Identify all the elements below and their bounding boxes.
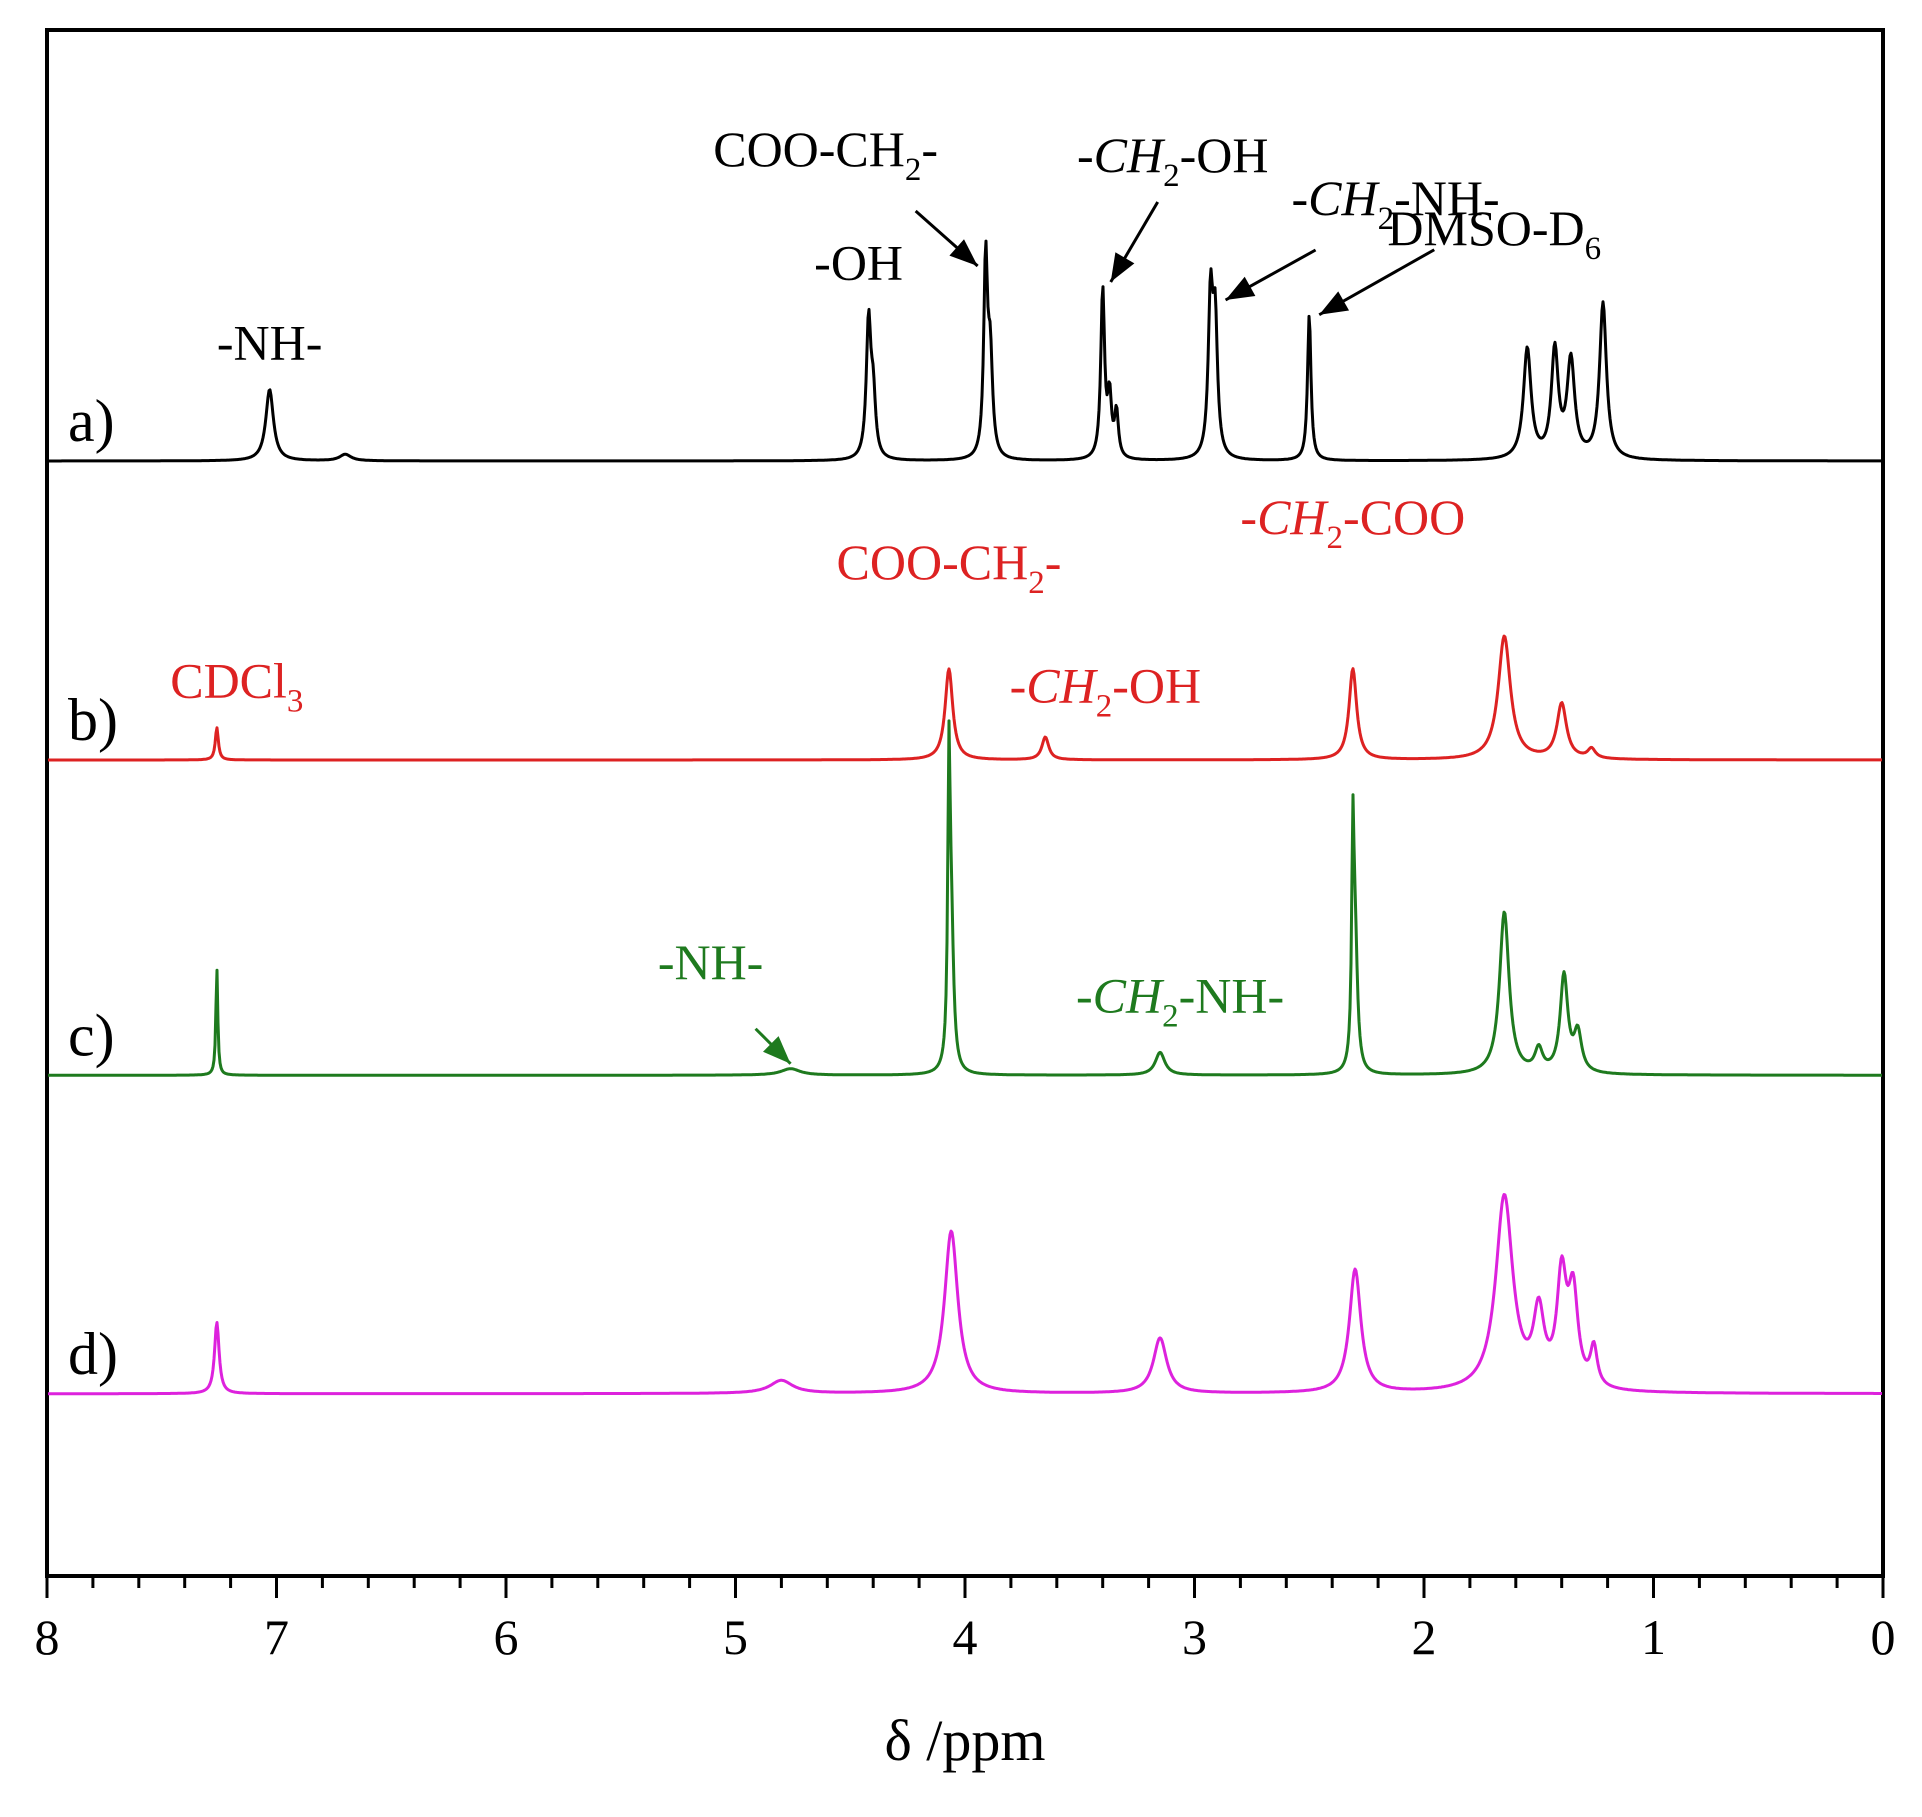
peak-annotation: -CH2-COO — [1240, 489, 1465, 556]
trace-label: c) — [68, 1002, 115, 1068]
arrow-head-icon — [1110, 252, 1135, 282]
arrow-head-icon — [949, 239, 978, 266]
peak-annotation: COO-CH2- — [837, 534, 1062, 601]
peak-annotation: -OH — [814, 235, 903, 291]
spectrum-trace — [47, 634, 1883, 762]
peak-annotation: -NH- — [658, 934, 764, 990]
peak-annotation: DMSO-D6 — [1387, 200, 1601, 267]
peak-annotation: COO-CH2- — [713, 121, 938, 188]
spectrum-trace — [47, 239, 1883, 463]
x-tick-label: 2 — [1412, 1609, 1437, 1665]
x-axis-ticks: 8 7 6 5 4 3 2 1 0 — [35, 1576, 1896, 1665]
trace-label: d) — [68, 1321, 118, 1387]
spectrum-trace — [47, 719, 1883, 1077]
peak-annotation: -NH- — [217, 315, 323, 371]
x-tick-label: 0 — [1871, 1609, 1896, 1665]
peak-annotation: CDCl3 — [170, 653, 303, 720]
peak-annotation: -CH2-OH — [1077, 127, 1269, 194]
x-tick-label: 5 — [723, 1609, 748, 1665]
spectrum-trace — [47, 1193, 1883, 1396]
peak-annotation: -CH2-NH- — [1291, 170, 1499, 237]
arrow-head-icon — [1319, 291, 1350, 315]
x-axis-title: δ /ppm — [884, 1708, 1045, 1773]
peak-annotation: -CH2-OH — [1010, 657, 1202, 724]
plot-frame — [45, 28, 1885, 1578]
peak-annotation: -CH2-NH- — [1076, 968, 1284, 1035]
x-tick-label: 1 — [1641, 1609, 1666, 1665]
spectra-traces — [47, 239, 1883, 1396]
arrow-head-icon — [1225, 276, 1256, 300]
x-tick-label: 7 — [264, 1609, 289, 1665]
x-tick-label: 4 — [953, 1609, 978, 1665]
x-tick-label: 6 — [494, 1609, 519, 1665]
trace-label: a) — [68, 388, 115, 454]
x-tick-label: 8 — [35, 1609, 60, 1665]
trace-labels: a) b) c) d) — [68, 388, 118, 1387]
arrow-head-icon — [763, 1036, 791, 1064]
trace-label: b) — [68, 687, 118, 753]
x-tick-label: 3 — [1182, 1609, 1207, 1665]
